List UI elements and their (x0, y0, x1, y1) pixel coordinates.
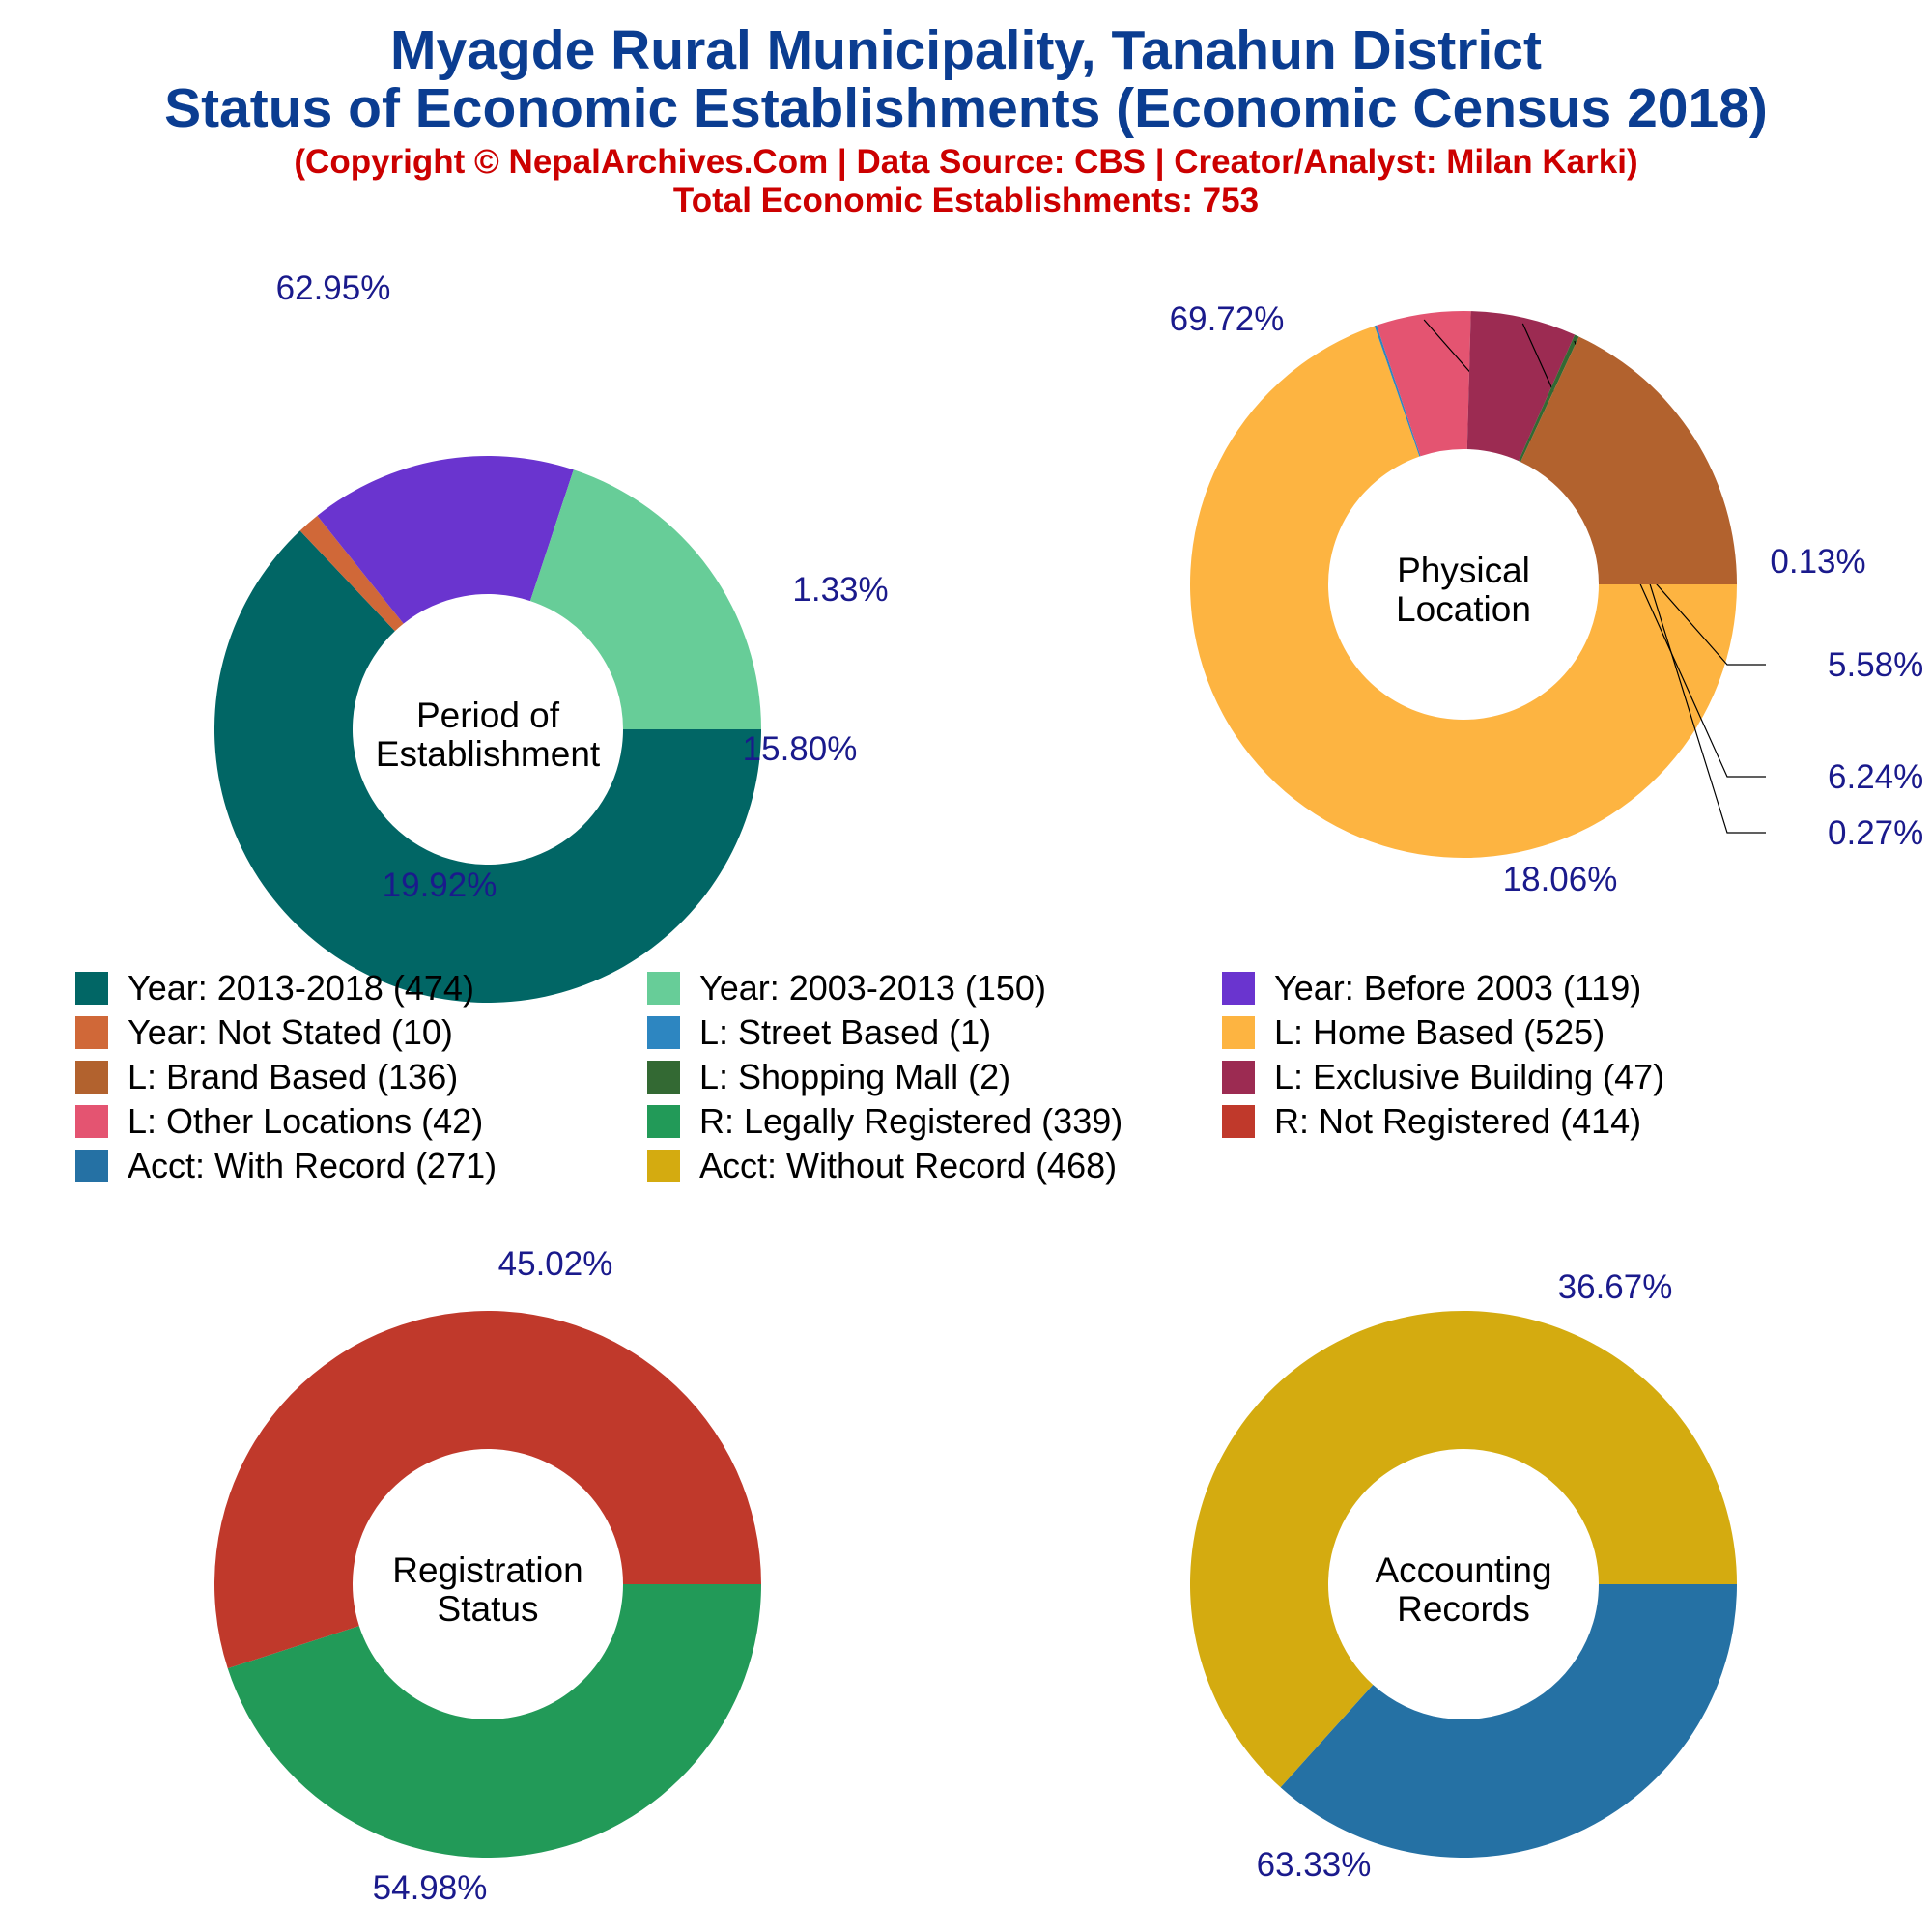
slice-l-exclusive-building (1466, 311, 1576, 462)
copyright-note: (Copyright © NepalArchives.Com | Data So… (294, 143, 1638, 181)
legend-item-r-not-registered-414: R: Not Registered (414) (1222, 1099, 1641, 1144)
legend-swatch (75, 1105, 108, 1138)
legend-label: L: Other Locations (42) (128, 1101, 484, 1141)
legend-swatch (647, 1061, 680, 1094)
slice-l-brand-based (1520, 336, 1737, 584)
legend-label: Year: 2003-2013 (150) (699, 968, 1046, 1008)
percent-label-r-legally-registered: 45.02% (498, 1245, 613, 1283)
donut-registration-status: 45.02% 54.98% Registration Status (213, 1245, 761, 1907)
legend-item-year-before-2003-119: Year: Before 2003 (119) (1222, 966, 1641, 1010)
percent-label-l-home-based: 69.72% (1170, 300, 1285, 338)
legend-label: Year: 2013-2018 (474) (128, 968, 474, 1008)
legend-row: Acct: With Record (271) Acct: Without Rec… (75, 1144, 1891, 1188)
percent-label-year-not-stated: 1.33% (792, 571, 888, 609)
legend-item-year-2013-2018-474: Year: 2013-2018 (474) (75, 966, 474, 1010)
center-title-accounting-records: Accounting Records (1375, 1550, 1551, 1629)
legend-swatch (647, 1016, 680, 1049)
slice-year-before-2003 (317, 456, 574, 624)
legend-label: Acct: With Record (271) (128, 1146, 497, 1185)
chart-header: Myagde Rural Municipality, Tanahun Distr… (0, 21, 1932, 220)
legend-label: R: Legally Registered (339) (699, 1101, 1123, 1141)
percent-label-acct-with-record: 36.67% (1558, 1268, 1673, 1306)
percent-label-l-street-based: 0.13% (1770, 543, 1865, 581)
legend-item-r-legally-registered-339: R: Legally Registered (339) (647, 1099, 1122, 1144)
percent-label-year-2003-2013: 19.92% (383, 867, 497, 904)
legend-label: Year: Not Stated (10) (128, 1012, 453, 1052)
legend-label: R: Not Registered (414) (1274, 1101, 1642, 1141)
legend-swatch (75, 1016, 108, 1049)
donut-period-of-establishment: 62.95% 1.33% 15.80% 19.92% Period of Establis… (213, 270, 889, 1003)
legend-item-l-shopping-mall-2: L: Shopping Mall (2) (647, 1055, 1010, 1099)
center-title-physical-location: Physical Location (1396, 551, 1531, 629)
legend-item-l-other-locations-42: L: Other Locations (42) (75, 1099, 483, 1144)
legend-swatch (1222, 972, 1255, 1005)
legend-label: L: Exclusive Building (47) (1274, 1057, 1665, 1096)
legend-row: L: Brand Based (136) L: Shopping Mall (2)… (75, 1055, 1891, 1099)
percent-label-l-exclusive-building: 6.24% (1828, 758, 1923, 796)
legend-label: Year: Before 2003 (119) (1274, 968, 1642, 1008)
chart-title-line2: Status of Economic Establishments (Econo… (164, 77, 1768, 139)
legend-label: L: Shopping Mall (2) (699, 1057, 1011, 1096)
total-establishments: Total Economic Establishments: 753 (672, 182, 1260, 219)
slice-year-2013-2018 (213, 530, 761, 1003)
legend-swatch (647, 1150, 680, 1182)
legend-item-l-street-based-1: L: Street Based (1) (647, 1010, 991, 1055)
chart-title-line1: Myagde Rural Municipality, Tanahun Distr… (390, 19, 1542, 81)
slice-r-not-registered (213, 1310, 761, 1669)
donut-accounting-records: 36.67% 63.33% Accounting Records (1190, 1268, 1737, 1884)
legend-row: L: Other Locations (42) R: Legally Regist… (75, 1099, 1891, 1144)
legend-swatch (647, 972, 680, 1005)
slice-l-other-locations (1377, 311, 1471, 457)
legend-swatch (75, 972, 108, 1005)
legend-swatch (1222, 1105, 1255, 1138)
slice-acct-without-record (1190, 1310, 1737, 1788)
donut-physical-location: 69.72% 0.13% 5.58% 6.24% 0.27% 18.06% Physical… (1170, 300, 1924, 898)
legend-item-year-2003-2013-150: Year: 2003-2013 (150) (647, 966, 1046, 1010)
percent-label-acct-without-record: 63.33% (1257, 1846, 1372, 1884)
legend-swatch (75, 1061, 108, 1094)
legend: Year: 2013-2018 (474) Year: 2003-2013 (15… (75, 966, 1891, 1188)
legend-item-acct-with-record-271: Acct: With Record (271) (75, 1144, 497, 1188)
slice-r-legally-registered (227, 1584, 761, 1858)
legend-label: L: Brand Based (136) (128, 1057, 459, 1096)
percent-label-r-not-registered: 54.98% (373, 1869, 488, 1907)
slice-year-2003-2013 (529, 469, 761, 729)
legend-item-year-not-stated-10: Year: Not Stated (10) (75, 1010, 453, 1055)
legend-swatch (1222, 1016, 1255, 1049)
legend-swatch (75, 1150, 108, 1182)
percent-label-year-2013-2018: 62.95% (276, 270, 391, 307)
legend-label: L: Home Based (525) (1274, 1012, 1605, 1052)
legend-label: Acct: Without Record (468) (699, 1146, 1118, 1185)
slice-l-home-based (1190, 326, 1737, 858)
percent-label-year-before-2003: 15.80% (743, 730, 858, 768)
legend-row: Year: Not Stated (10) L: Street Based (1)… (75, 1010, 1891, 1055)
percent-label-l-shopping-mall: 0.27% (1828, 814, 1923, 852)
legend-label: L: Street Based (1) (699, 1012, 992, 1052)
slice-l-shopping-mall (1518, 334, 1579, 463)
percent-label-l-brand-based: 18.06% (1503, 861, 1618, 898)
slice-year-not-stated (299, 515, 404, 632)
legend-item-l-home-based-525: L: Home Based (525) (1222, 1010, 1605, 1055)
legend-swatch (1222, 1061, 1255, 1094)
legend-item-acct-without-record-468: Acct: Without Record (468) (647, 1144, 1117, 1188)
center-title-registration-status: Registration Status (392, 1550, 582, 1629)
legend-item-l-brand-based-136: L: Brand Based (136) (75, 1055, 458, 1099)
legend-item-l-exclusive-building-47: L: Exclusive Building (47) (1222, 1055, 1664, 1099)
slice-acct-with-record (1280, 1584, 1737, 1858)
percent-label-l-other-locations: 5.58% (1828, 646, 1923, 684)
legend-row: Year: 2013-2018 (474) Year: 2003-2013 (15… (75, 966, 1891, 1010)
legend-swatch (647, 1105, 680, 1138)
slice-l-street-based (1374, 325, 1421, 457)
center-title-period-of-establishment: Period of Establishment (376, 696, 601, 774)
